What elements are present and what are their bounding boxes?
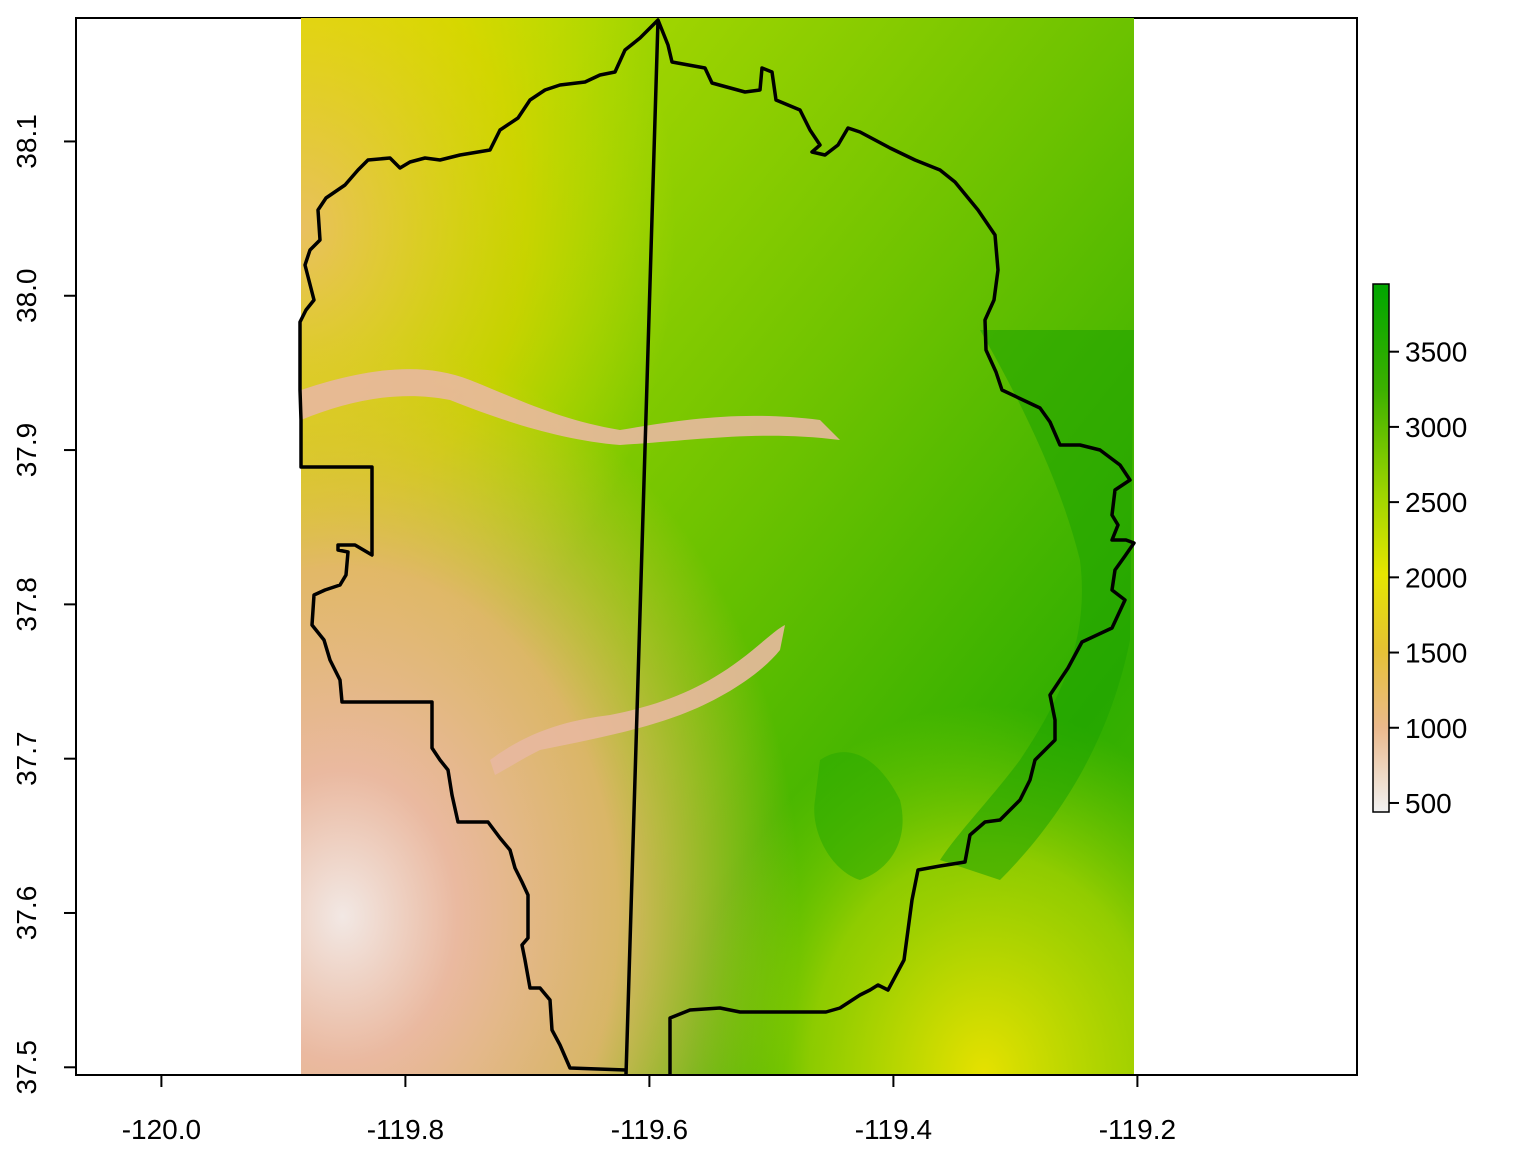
- elevation-legend: 500 1000 1500 2000 2500 3000 3500: [1372, 283, 1467, 819]
- legend-tick-label: 1000: [1405, 713, 1467, 744]
- x-tick-label: -119.4: [855, 1114, 932, 1145]
- legend-tick-label: 1500: [1405, 638, 1467, 669]
- x-tick-label: -119.6: [611, 1114, 688, 1145]
- y-tick-label: 37.8: [11, 577, 42, 632]
- x-tick-label: -119.2: [1099, 1114, 1176, 1145]
- y-tick-label: 37.9: [11, 423, 42, 478]
- legend-ticks: 500 1000 1500 2000 2500 3000 3500: [1389, 337, 1467, 819]
- clark-range: [814, 752, 903, 880]
- y-tick-label: 38.1: [11, 114, 42, 169]
- merced-canyon: [490, 625, 785, 775]
- y-tick-label: 37.7: [11, 731, 42, 786]
- legend-tick-label: 2500: [1405, 487, 1467, 518]
- legend-tick-label: 3500: [1405, 337, 1467, 368]
- y-tick-label: 38.0: [11, 269, 42, 324]
- legend-tick-label: 500: [1405, 788, 1452, 819]
- x-axis: -120.0 -119.8 -119.6 -119.4 -119.2: [122, 1074, 1176, 1145]
- park-boundary: [298, 18, 1136, 1075]
- y-axis: 37.5 37.6 37.7 37.8 37.9 38.0 38.1: [11, 114, 77, 1095]
- legend-tick-label: 2000: [1405, 562, 1467, 593]
- high-sierra-ridge: [940, 330, 1134, 880]
- x-tick-label: -119.8: [367, 1114, 444, 1145]
- elevation-raster: [301, 18, 1134, 1075]
- legend-tick-label: 3000: [1405, 412, 1467, 443]
- x-tick-label: -120.0: [122, 1114, 201, 1145]
- y-tick-label: 37.6: [11, 886, 42, 941]
- tuolumne-canyon: [301, 369, 840, 445]
- legend-colorbar: [1372, 283, 1390, 813]
- y-tick-label: 37.5: [11, 1040, 42, 1095]
